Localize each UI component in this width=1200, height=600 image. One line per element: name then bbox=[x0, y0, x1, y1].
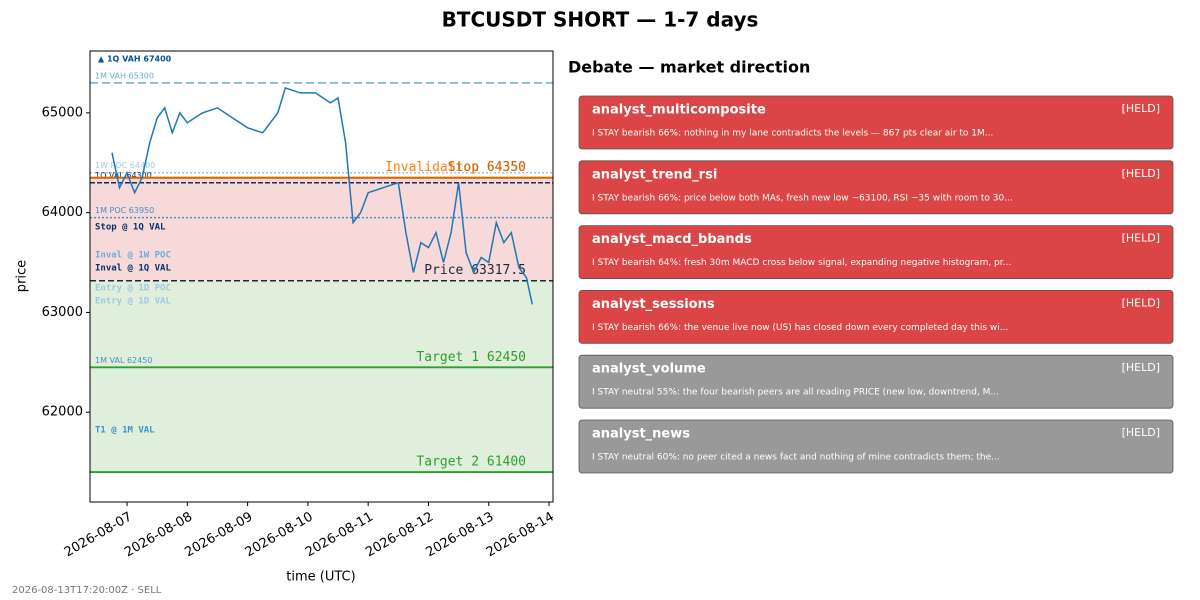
card-text: I STAY bearish 66%: the venue live now (… bbox=[592, 323, 1008, 333]
footer: 2026-08-13T17:20:00Z · SELL bbox=[12, 585, 162, 596]
card-name: analyst_news bbox=[592, 427, 690, 442]
debate-card bbox=[578, 95, 1174, 150]
card-text: I STAY neutral 55%: the four bearish pee… bbox=[592, 388, 999, 398]
annotation: Stop @ 1Q VAL bbox=[95, 223, 166, 233]
debate-card bbox=[578, 225, 1174, 280]
level-label: Stop 64350 bbox=[448, 160, 526, 175]
ref-label: 1M VAL 62450 bbox=[95, 356, 152, 365]
card-text: I STAY bearish 64%: fresh 30m MACD cross… bbox=[592, 258, 1011, 268]
annotation: Entry @ 1D VAL bbox=[95, 297, 171, 307]
debate-card bbox=[578, 354, 1174, 409]
x-tick-label: 2026-08-13 bbox=[424, 510, 497, 561]
level-label: Target 1 62450 bbox=[416, 350, 526, 365]
chart-title: BTCUSDT SHORT — 1-7 days bbox=[442, 8, 759, 32]
debate-card bbox=[578, 160, 1174, 215]
level-label: Target 2 61400 bbox=[416, 455, 526, 470]
level-label: Invalidation 64350 bbox=[385, 160, 526, 175]
card-status: [HELD] bbox=[1122, 167, 1160, 180]
annotation: T1 @ 1M VAL bbox=[95, 426, 155, 436]
y-tick-label: 63000 bbox=[42, 305, 83, 320]
card-status: [HELD] bbox=[1122, 296, 1160, 309]
ref-label: 1M POC 63950 bbox=[95, 206, 154, 215]
ref-label: 1Q VAL 64300 bbox=[95, 171, 152, 180]
y-axis-label: price bbox=[15, 260, 30, 292]
card-name: analyst_sessions bbox=[592, 297, 715, 312]
price-line bbox=[111, 86, 534, 305]
card-status: [HELD] bbox=[1122, 232, 1160, 245]
plot-frame bbox=[89, 50, 554, 503]
card-name: analyst_macd_bbands bbox=[592, 232, 752, 247]
x-tick-label: 2026-08-12 bbox=[363, 510, 436, 561]
x-tick-label: 2026-08-09 bbox=[182, 510, 255, 561]
annotation: Inval @ 1W POC bbox=[95, 251, 171, 261]
x-tick-label: 2026-08-14 bbox=[484, 510, 557, 561]
debate-card bbox=[578, 419, 1174, 474]
ref-label: 1M VAH 65300 bbox=[95, 71, 154, 80]
card-status: [HELD] bbox=[1122, 426, 1160, 439]
y-tick-label: 62000 bbox=[42, 405, 83, 420]
y-tick-label: 65000 bbox=[42, 105, 83, 120]
card-name: analyst_trend_rsi bbox=[592, 167, 717, 182]
x-tick-label: 2026-08-07 bbox=[62, 510, 135, 561]
card-text: I STAY bearish 66%: nothing in my lane c… bbox=[592, 129, 993, 139]
ref-label: 1W POC 64400 bbox=[95, 161, 155, 170]
x-tick-label: 2026-08-08 bbox=[122, 510, 195, 561]
annotation: Inval @ 1Q VAL bbox=[95, 264, 171, 274]
annotation: Entry @ 1D POC bbox=[95, 284, 171, 294]
offscale-label: ▲ 1Q VAH 67400 bbox=[98, 55, 172, 64]
x-axis-label: time (UTC) bbox=[286, 570, 355, 585]
card-name: analyst_volume bbox=[592, 362, 706, 377]
card-text: I STAY bearish 66%: price below both MAs… bbox=[592, 193, 1013, 203]
x-tick-label: 2026-08-10 bbox=[243, 510, 316, 561]
card-status: [HELD] bbox=[1122, 102, 1160, 115]
x-tick-label: 2026-08-11 bbox=[303, 510, 376, 561]
card-name: analyst_multicomposite bbox=[592, 103, 766, 118]
zone bbox=[90, 177, 553, 281]
panel-title: Debate — market direction bbox=[568, 58, 810, 77]
debate-card bbox=[578, 289, 1174, 344]
card-status: [HELD] bbox=[1122, 361, 1160, 374]
zone bbox=[90, 280, 553, 473]
y-tick-label: 64000 bbox=[42, 205, 83, 220]
card-text: I STAY neutral 60%: no peer cited a news… bbox=[592, 453, 1000, 463]
